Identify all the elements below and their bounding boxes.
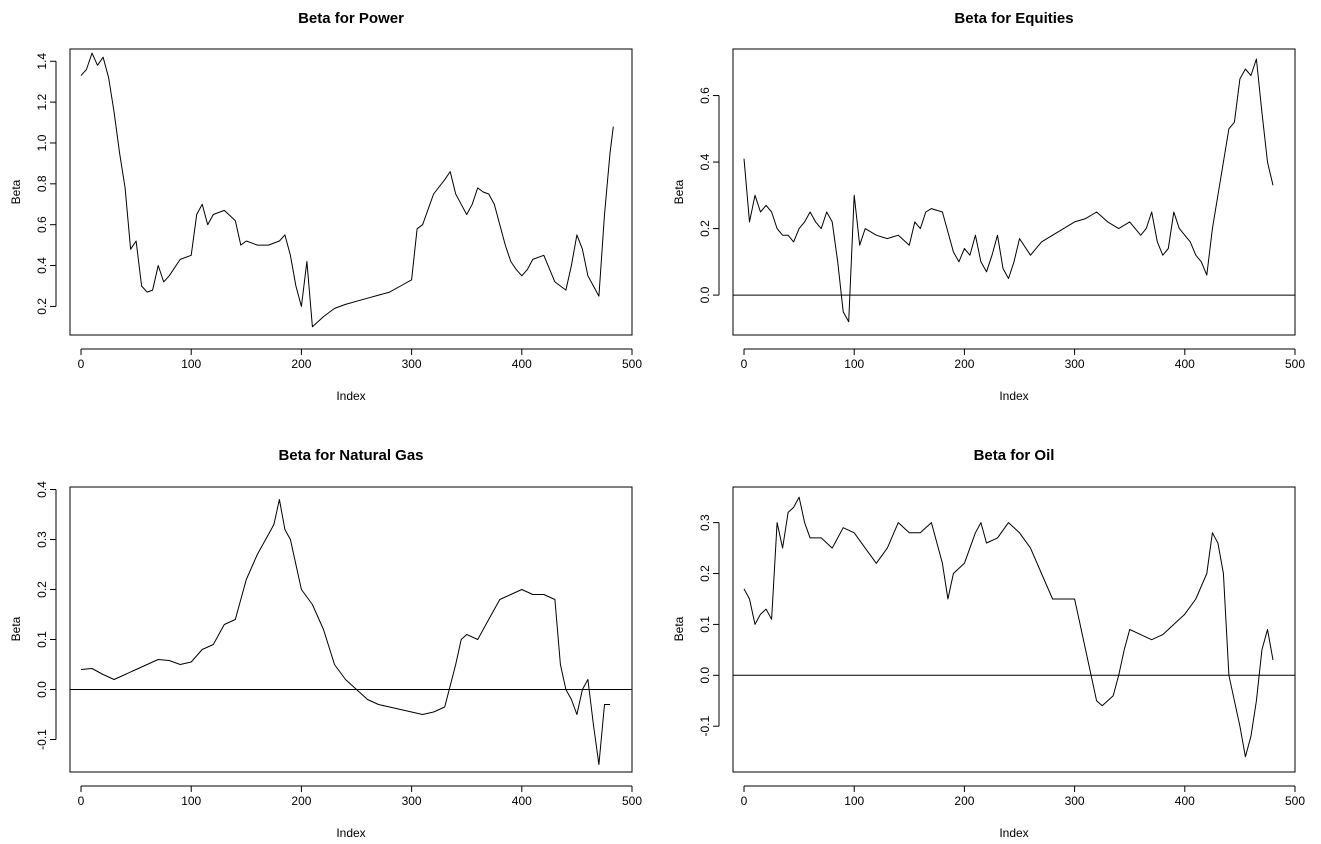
- beta-series-line: [80, 52, 614, 328]
- x-tick-label: 200: [954, 357, 974, 371]
- y-tick-label: 0.4: [35, 481, 49, 498]
- plot-frame: [69, 486, 633, 773]
- y-tick-label: 0.3: [35, 531, 49, 548]
- y-tick-label: 0.0: [698, 286, 712, 303]
- x-tick-label: 500: [622, 357, 642, 371]
- y-tick-label: 1.2: [35, 93, 49, 110]
- x-axis-label: Index: [999, 389, 1028, 403]
- y-tick-label: 1.4: [35, 53, 49, 70]
- x-tick-label: 500: [622, 794, 642, 808]
- chart-title: Beta for Power: [298, 10, 404, 27]
- panel-equities: Beta for Equities Index Beta 0 100 200 300 4…: [672, 10, 1305, 403]
- x-axis-label: Index: [336, 389, 365, 403]
- x-tick-label: 200: [954, 794, 974, 808]
- x-axis-label: Index: [999, 826, 1028, 840]
- x-tick-label: 0: [741, 357, 748, 371]
- x-tick-label: 0: [78, 357, 85, 371]
- y-axis-label: Beta: [9, 179, 23, 204]
- chart-title: Beta for Equities: [954, 10, 1073, 27]
- y-tick-label: 0.4: [35, 257, 49, 274]
- x-tick-label: 0: [78, 794, 85, 808]
- x-tick-label: 500: [1285, 357, 1305, 371]
- x-tick-label: 200: [291, 794, 311, 808]
- chart-title: Beta for Oil: [974, 447, 1055, 464]
- y-tick-label: -0.1: [698, 716, 712, 737]
- y-tick-label: 0.6: [35, 216, 49, 233]
- plot-frame: [732, 486, 1296, 773]
- y-tick-label: 0.8: [35, 175, 49, 192]
- y-axis-label: Beta: [672, 616, 686, 641]
- y-tick-label: 0.1: [35, 631, 49, 648]
- plot-frame: [732, 48, 1296, 336]
- x-tick-label: 400: [512, 794, 532, 808]
- x-tick-label: 400: [1175, 794, 1195, 808]
- x-axis-label: Index: [336, 826, 365, 840]
- x-tick-label: 400: [512, 357, 532, 371]
- chart-title: Beta for Natural Gas: [278, 447, 423, 464]
- x-tick-label: 500: [1285, 794, 1305, 808]
- y-tick-label: 0.2: [698, 565, 712, 582]
- x-tick-label: 200: [291, 357, 311, 371]
- panel-power: Beta for Power Index Beta 0 100 200 300 400 5…: [9, 10, 642, 403]
- x-tick-label: 300: [402, 794, 422, 808]
- y-tick-label: 0.2: [35, 298, 49, 315]
- plot-frame: [69, 48, 633, 336]
- y-axis-label: Beta: [9, 616, 23, 641]
- beta-series-line: [743, 58, 1274, 323]
- x-tick-label: 300: [1065, 794, 1085, 808]
- beta-series-line: [743, 496, 1274, 758]
- y-tick-label: 0.1: [698, 616, 712, 633]
- y-tick-label: 1.0: [35, 134, 49, 151]
- x-tick-label: 300: [402, 357, 422, 371]
- x-tick-label: 100: [844, 794, 864, 808]
- y-tick-label: 0.2: [698, 220, 712, 237]
- x-tick-label: 400: [1175, 357, 1195, 371]
- panel-natural-gas: Beta for Natural Gas Index Beta 0 100 200 3…: [9, 447, 642, 840]
- beta-series-line: [80, 499, 610, 765]
- x-tick-label: 300: [1065, 357, 1085, 371]
- x-tick-label: 100: [181, 794, 201, 808]
- x-tick-label: 100: [181, 357, 201, 371]
- y-tick-label: -0.1: [35, 729, 49, 750]
- y-tick-label: 0.4: [698, 153, 712, 170]
- panel-oil: Beta for Oil Index Beta 0 100 200 300 400 500…: [672, 447, 1305, 840]
- y-tick-label: 0.0: [35, 681, 49, 698]
- x-tick-label: 100: [844, 357, 864, 371]
- x-tick-label: 0: [741, 794, 748, 808]
- y-axis-label: Beta: [672, 179, 686, 204]
- y-tick-label: 0.0: [698, 667, 712, 684]
- y-tick-label: 0.6: [698, 87, 712, 104]
- y-tick-label: 0.2: [35, 581, 49, 598]
- y-tick-label: 0.3: [698, 514, 712, 531]
